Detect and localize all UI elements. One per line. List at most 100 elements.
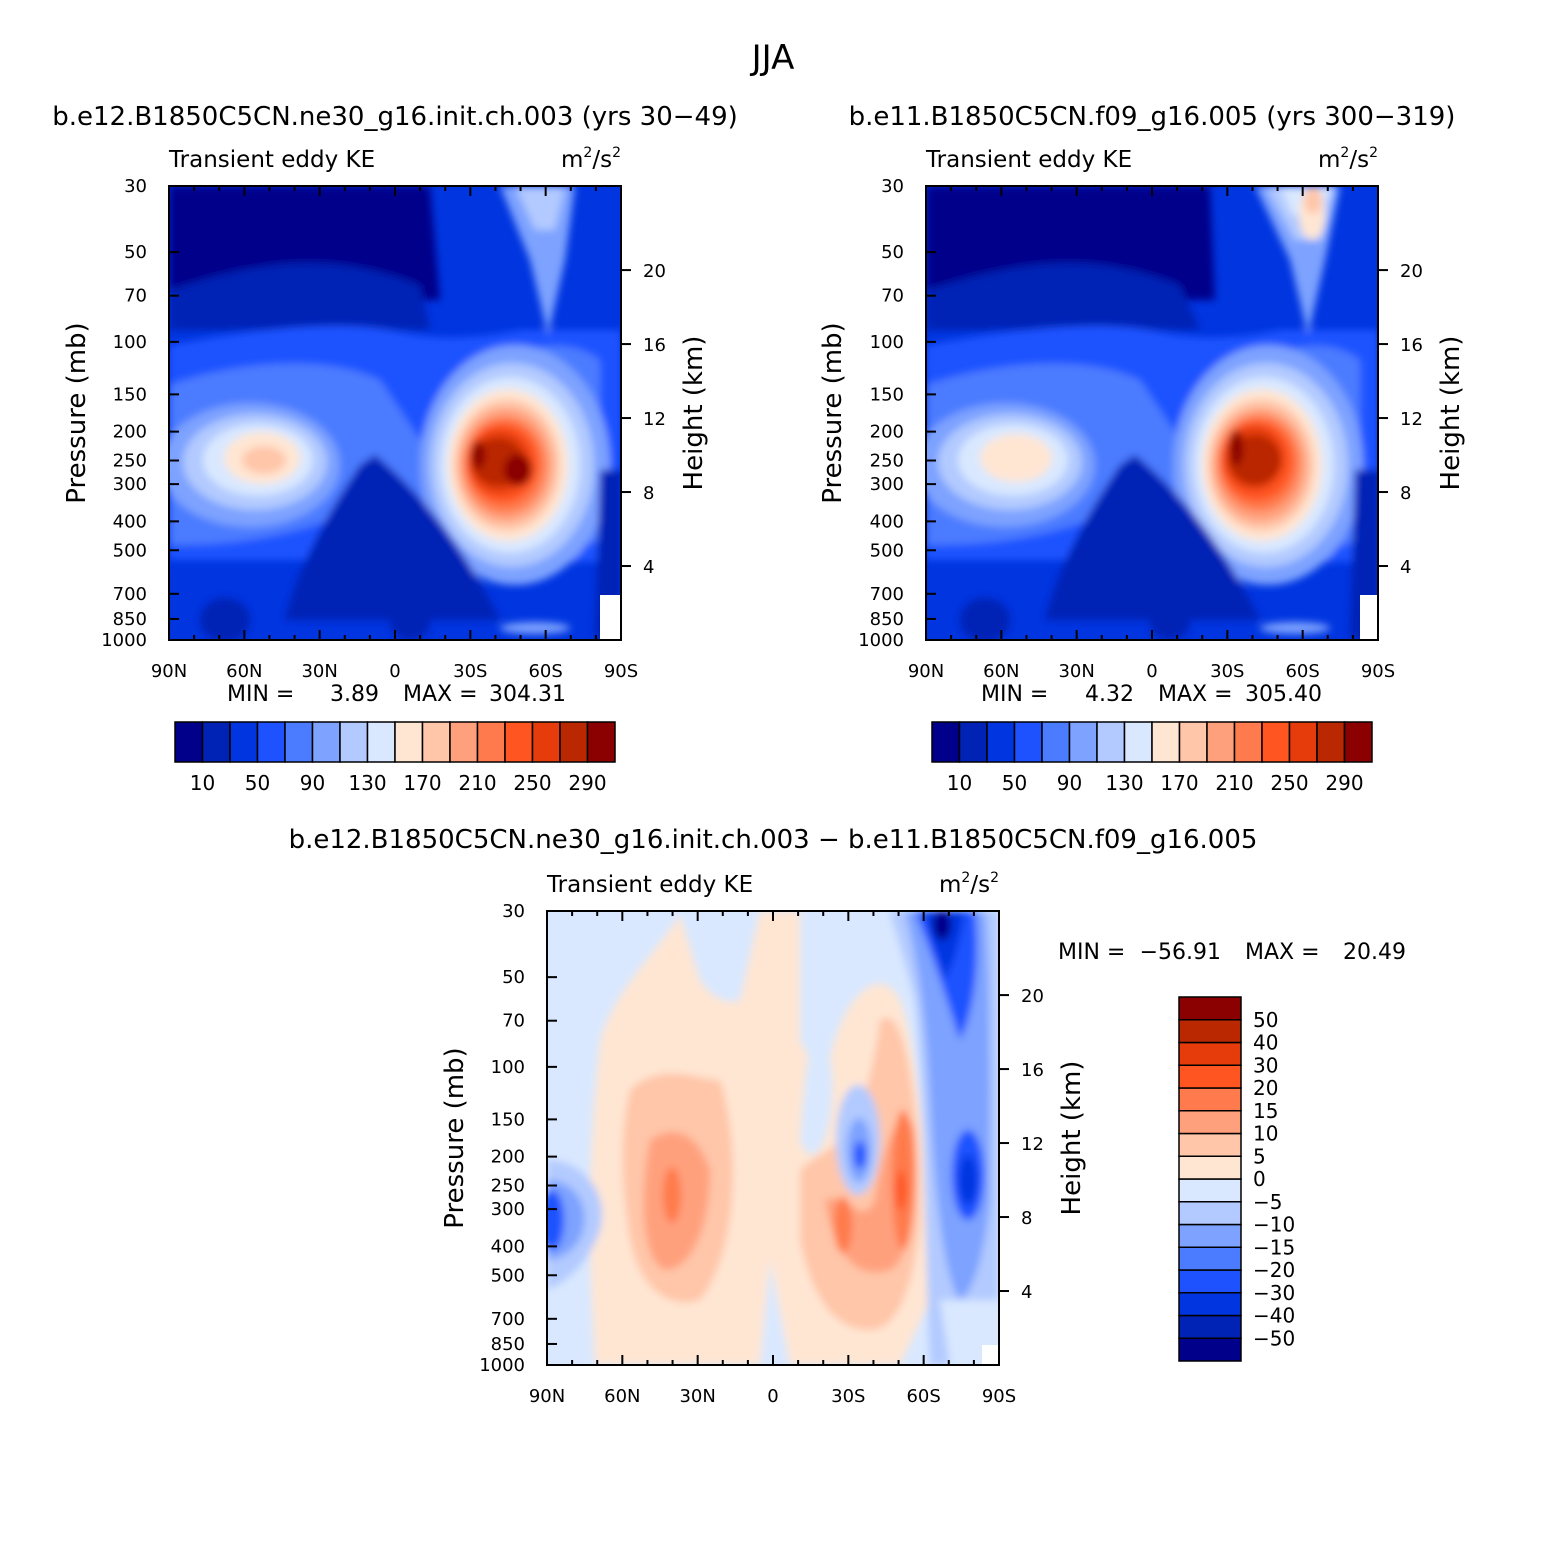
panel-2-height-tick-label: 16 <box>1400 335 1423 356</box>
panel-1-colorbar-label: 10 <box>190 771 215 795</box>
panel-3-x-ticks: 90N 60N 30N 0 30S 60S 90S <box>529 911 1016 1407</box>
panel-1-colorbar-box <box>586 721 616 763</box>
panel-1-x-tick-label: 90N <box>151 661 187 682</box>
panel-1-y-tick-label: 70 <box>124 286 147 307</box>
panel-1-y-tick-label: 200 <box>113 422 147 443</box>
panel-2-height-tick-label: 12 <box>1400 409 1423 430</box>
panel-2-colorbar-box <box>1316 721 1346 763</box>
panel-1-colorbar-box <box>504 721 534 763</box>
panel-2-min-value: 4.32 <box>1085 682 1134 707</box>
panel-1-y-axis-label: Pressure (mb) <box>62 322 92 503</box>
panel-1-colorbar-box <box>311 721 341 763</box>
panel-1-y-tick-label: 250 <box>113 451 147 472</box>
panel-2-axes: 90N 60N 30N 0 30S 60S 90S 30 50 70 100 150 200 25030… <box>818 176 1466 682</box>
panel-2-x-tick-label: 60N <box>983 661 1019 682</box>
panel-2-colorbar-label: 210 <box>1215 771 1253 795</box>
panel-1-x-tick-label: 0 <box>389 661 400 682</box>
panel-2-colorbar-label: 170 <box>1160 771 1198 795</box>
panel-3-colorbar-label: −30 <box>1253 1281 1295 1305</box>
panel-2-max-value: 305.40 <box>1245 682 1322 707</box>
panel-3-x-tick-label: 60N <box>604 1386 640 1407</box>
panel-3-colorbar-label: −40 <box>1253 1304 1295 1328</box>
panel-3-y-tick-label: 300 <box>491 1199 525 1220</box>
panel-2-colorbar-label: 130 <box>1105 771 1143 795</box>
panel-1-stats: MIN = 3.89 MAX = 304.31 <box>227 682 566 707</box>
panel-2-colorbar-label: 250 <box>1270 771 1308 795</box>
panel-2-height-tick-label: 20 <box>1400 261 1423 282</box>
panel-3-height-tick-label: 12 <box>1021 1134 1044 1155</box>
panel-1-colorbar-box <box>284 721 314 763</box>
panel-2-colorbar-box <box>931 721 961 763</box>
panel-2-y-tick-label: 400 <box>870 511 904 532</box>
panel-3-colorbar-label: −50 <box>1253 1326 1295 1350</box>
panel-2-colorbar-box <box>1068 721 1098 763</box>
panel-3-max-value: 20.49 <box>1343 940 1406 965</box>
panel-2-colorbar-box <box>1233 721 1263 763</box>
panel-2-x-tick-label: 90S <box>1361 661 1395 682</box>
panel-1-min-label: MIN = <box>227 682 294 707</box>
panel-3-y-tick-label: 200 <box>491 1147 525 1168</box>
panel-3-x-tick-label: 0 <box>767 1386 778 1407</box>
panel-1-contour-field <box>169 186 621 640</box>
panel-3-colorbar-box <box>1178 1269 1242 1294</box>
panel-2-y-tick-label: 150 <box>870 384 904 405</box>
panel-3-x-tick-label: 60S <box>906 1386 940 1407</box>
panel-1-colorbar: 10 50 90 130 170 210 250 290 <box>174 721 616 795</box>
panel-3-left-string: Transient eddy KE <box>546 872 753 898</box>
panel-3-colorbar-label: −15 <box>1253 1235 1295 1259</box>
panel-2-colorbar-box <box>1041 721 1071 763</box>
panel-1-colorbar-label: 290 <box>568 771 606 795</box>
panel-3-colorbar-box <box>1178 1064 1242 1089</box>
panel-2-case-title: b.e11.B1850C5CN.f09_g16.005 (yrs 300−319… <box>849 102 1456 132</box>
panel-1-y-tick-label: 400 <box>113 511 147 532</box>
panel-1-y-tick-label: 850 <box>113 609 147 630</box>
panel-3-colorbar-box <box>1178 1314 1242 1339</box>
panel-3-min-label: MIN = <box>1058 940 1125 965</box>
panel-1-y-tick-label: 30 <box>124 176 147 197</box>
panel-2-colorbar-box <box>1288 721 1318 763</box>
panel-1-case-title: b.e12.B1850C5CN.ne30_g16.init.ch.003 (yr… <box>52 102 738 132</box>
panel-2-colorbar-label: 50 <box>1002 771 1027 795</box>
panel-1-colorbar-box <box>366 721 396 763</box>
panel-3-y-tick-label: 100 <box>491 1057 525 1078</box>
panel-2-contour-field <box>926 186 1378 640</box>
panel-1-colorbar-box <box>476 721 506 763</box>
panel-3-x-tick-label: 90N <box>529 1386 565 1407</box>
panel-2-x-tick-label: 30S <box>1210 661 1244 682</box>
panel-3-max-label: MAX = <box>1245 940 1320 965</box>
panel-1-x-ticks: 90N 60N 30N 0 30S 60S 90S <box>151 186 638 682</box>
panel-3-colorbar-label: −20 <box>1253 1258 1295 1282</box>
panel-1-y-tick-label: 50 <box>124 242 147 263</box>
panel-1-height-tick-label: 16 <box>643 335 666 356</box>
panel-2-y-tick-label: 70 <box>881 286 904 307</box>
panel-2-left-string: Transient eddy KE <box>925 147 1132 173</box>
panel-2-colorbar-box <box>1261 721 1291 763</box>
panel-1-colorbar-box <box>531 721 561 763</box>
panel-3-x-tick-label: 30S <box>831 1386 865 1407</box>
panel-2-colorbar: 10 50 90 130 170 210 250 290 <box>931 721 1373 795</box>
panel-3-x-tick-label: 90S <box>982 1386 1016 1407</box>
panel-1-right-axis-label: Height (km) <box>679 336 709 491</box>
panel-1-colorbar-label: 130 <box>348 771 386 795</box>
panel-3-y-tick-label: 1000 <box>479 1355 525 1376</box>
panel-3-colorbar-box <box>1178 1110 1242 1135</box>
panel-2-y-tick-label: 50 <box>881 242 904 263</box>
panel-2-y-tick-label: 250 <box>870 451 904 472</box>
panel-3-height-ticks: 4 8 12 16 20 <box>999 986 1044 1303</box>
panel-1-colorbar-label: 250 <box>513 771 551 795</box>
panel-3-height-tick-label: 4 <box>1021 1282 1032 1303</box>
panel-2-stats: MIN = 4.32 MAX = 305.40 <box>981 682 1322 707</box>
panel-2-min-label: MIN = <box>981 682 1048 707</box>
panel-3-colorbar-label: 0 <box>1253 1167 1266 1191</box>
panel-1: b.e12.B1850C5CN.ne30_g16.init.ch.003 (yr… <box>52 102 738 795</box>
panel-3-height-tick-label: 16 <box>1021 1060 1044 1081</box>
panel-2-x-tick-label: 90N <box>908 661 944 682</box>
panel-3-case-title: b.e12.B1850C5CN.ne30_g16.init.ch.003 − b… <box>289 825 1258 855</box>
panel-2-colorbar-box <box>1151 721 1181 763</box>
panel-2-y-tick-label: 200 <box>870 422 904 443</box>
panel-3-y-tick-label: 850 <box>491 1334 525 1355</box>
panel-3-height-tick-label: 20 <box>1021 986 1044 1007</box>
panel-2-colorbar-box <box>1013 721 1043 763</box>
